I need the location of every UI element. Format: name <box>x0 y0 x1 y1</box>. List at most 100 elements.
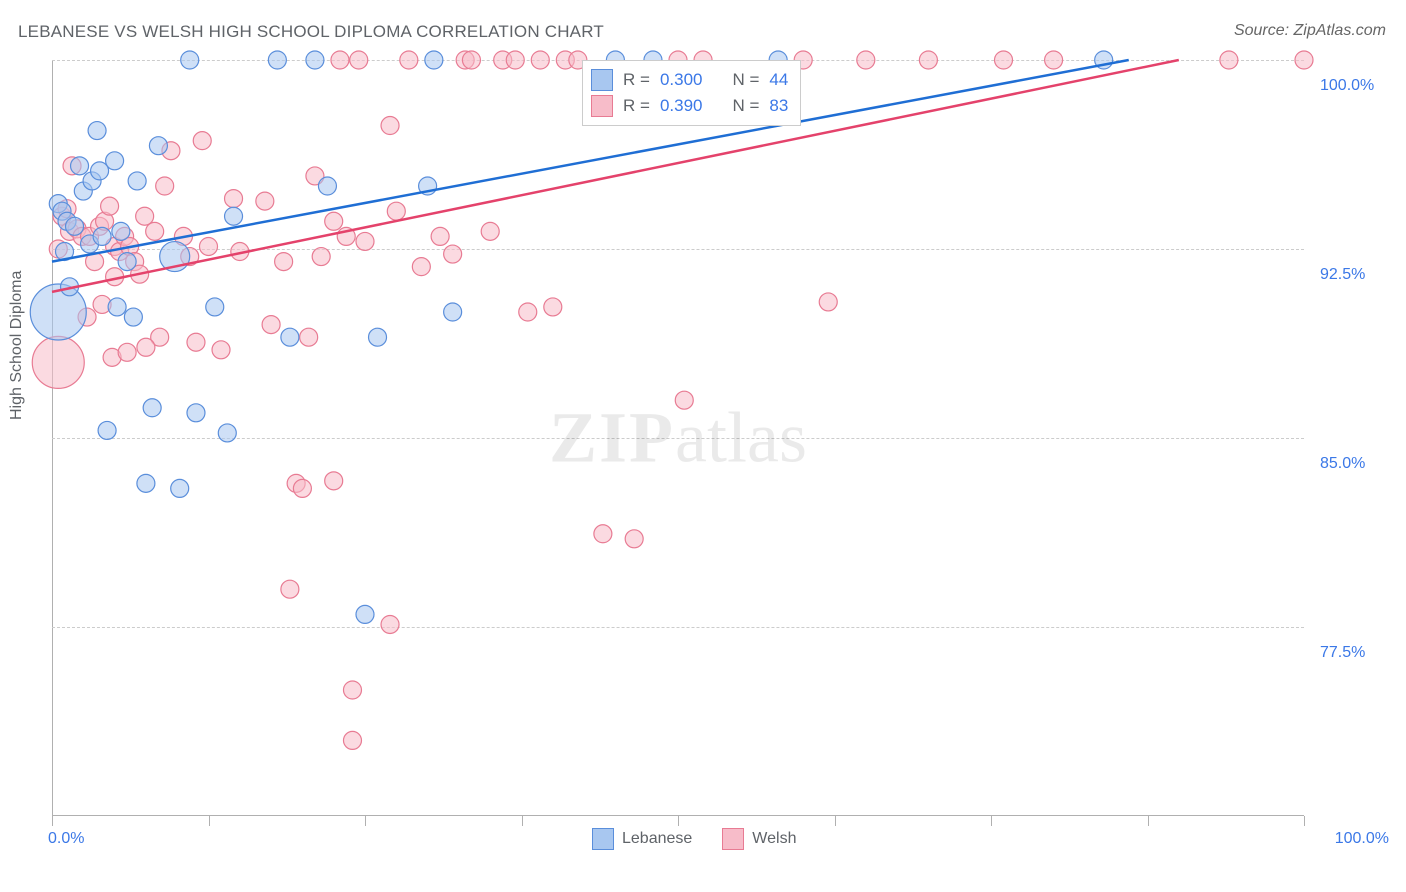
scatter-svg <box>52 60 1304 816</box>
scatter-point <box>71 157 89 175</box>
scatter-point <box>857 51 875 69</box>
legend-swatch-welsh <box>722 828 744 850</box>
stat-R-value: 0.390 <box>660 96 703 116</box>
scatter-point <box>350 51 368 69</box>
scatter-point <box>312 248 330 266</box>
scatter-point <box>112 222 130 240</box>
scatter-point <box>66 217 84 235</box>
welsh-scatter-points <box>32 51 1313 749</box>
scatter-point <box>118 343 136 361</box>
x-max-label: 100.0% <box>1335 830 1389 848</box>
scatter-point <box>262 316 280 334</box>
stat-swatch <box>591 69 613 91</box>
source-credit: Source: ZipAtlas.com <box>1234 22 1386 40</box>
legend-label-welsh: Welsh <box>752 830 796 848</box>
scatter-point <box>425 51 443 69</box>
scatter-point <box>1295 51 1313 69</box>
scatter-point <box>462 51 480 69</box>
source-name: ZipAtlas.com <box>1294 22 1386 39</box>
scatter-point <box>206 298 224 316</box>
scatter-point <box>356 232 374 250</box>
scatter-point <box>128 172 146 190</box>
source-prefix: Source: <box>1234 22 1294 39</box>
scatter-point <box>343 681 361 699</box>
scatter-point <box>325 212 343 230</box>
x-tick <box>365 816 366 826</box>
scatter-point <box>343 731 361 749</box>
scatter-point <box>118 253 136 271</box>
scatter-point <box>187 333 205 351</box>
scatter-point <box>275 253 293 271</box>
scatter-point <box>675 391 693 409</box>
scatter-point <box>137 338 155 356</box>
chart-title: LEBANESE VS WELSH HIGH SCHOOL DIPLOMA CO… <box>18 22 604 42</box>
scatter-point <box>106 152 124 170</box>
scatter-point <box>98 421 116 439</box>
scatter-point <box>594 525 612 543</box>
x-tick <box>678 816 679 826</box>
scatter-point <box>88 122 106 140</box>
scatter-point <box>995 51 1013 69</box>
scatter-point <box>124 308 142 326</box>
plot-area: 77.5%85.0%92.5%100.0% ZIPatlas R =0.300N… <box>52 60 1304 816</box>
scatter-point <box>143 399 161 417</box>
scatter-point <box>544 298 562 316</box>
scatter-point <box>331 51 349 69</box>
scatter-point <box>281 580 299 598</box>
x-tick <box>835 816 836 826</box>
x-tick <box>1304 816 1305 826</box>
scatter-point <box>108 298 126 316</box>
scatter-point <box>101 197 119 215</box>
x-tick <box>209 816 210 826</box>
scatter-point <box>381 615 399 633</box>
scatter-point <box>268 51 286 69</box>
scatter-point <box>306 51 324 69</box>
scatter-point <box>181 51 199 69</box>
scatter-point <box>218 424 236 442</box>
scatter-point <box>819 293 837 311</box>
scatter-point <box>225 207 243 225</box>
x-tick <box>52 816 53 826</box>
scatter-point <box>919 51 937 69</box>
legend-label-lebanese: Lebanese <box>622 830 692 848</box>
scatter-point <box>444 303 462 321</box>
stat-N-value: 83 <box>769 96 788 116</box>
scatter-point <box>212 341 230 359</box>
scatter-point <box>256 192 274 210</box>
scatter-point <box>146 222 164 240</box>
scatter-point <box>369 328 387 346</box>
scatter-point <box>318 177 336 195</box>
scatter-point <box>149 137 167 155</box>
stat-R-value: 0.300 <box>660 70 703 90</box>
legend-item-welsh: Welsh <box>722 828 796 850</box>
correlation-stat-box: R =0.300N =44R =0.390N =83 <box>582 60 801 126</box>
stat-R-label: R = <box>623 70 650 90</box>
stat-N-label: N = <box>732 70 759 90</box>
y-tick-label: 77.5% <box>1320 644 1390 662</box>
scatter-point <box>156 177 174 195</box>
scatter-point <box>325 472 343 490</box>
scatter-point <box>531 51 549 69</box>
scatter-point <box>381 117 399 135</box>
scatter-point <box>625 530 643 548</box>
scatter-point <box>431 227 449 245</box>
scatter-point <box>387 202 405 220</box>
x-tick <box>991 816 992 826</box>
scatter-point <box>481 222 499 240</box>
scatter-point <box>171 479 189 497</box>
scatter-point <box>30 284 86 340</box>
scatter-point <box>1045 51 1063 69</box>
y-tick-label: 92.5% <box>1320 266 1390 284</box>
y-tick-label: 85.0% <box>1320 455 1390 473</box>
stat-N-label: N = <box>732 96 759 116</box>
scatter-point <box>356 605 374 623</box>
scatter-point <box>1220 51 1238 69</box>
scatter-point <box>519 303 537 321</box>
legend-swatch-lebanese <box>592 828 614 850</box>
y-tick-label: 100.0% <box>1320 77 1390 95</box>
x-min-label: 0.0% <box>48 830 84 848</box>
scatter-point <box>444 245 462 263</box>
scatter-point <box>93 227 111 245</box>
scatter-point <box>293 479 311 497</box>
legend-item-lebanese: Lebanese <box>592 828 692 850</box>
